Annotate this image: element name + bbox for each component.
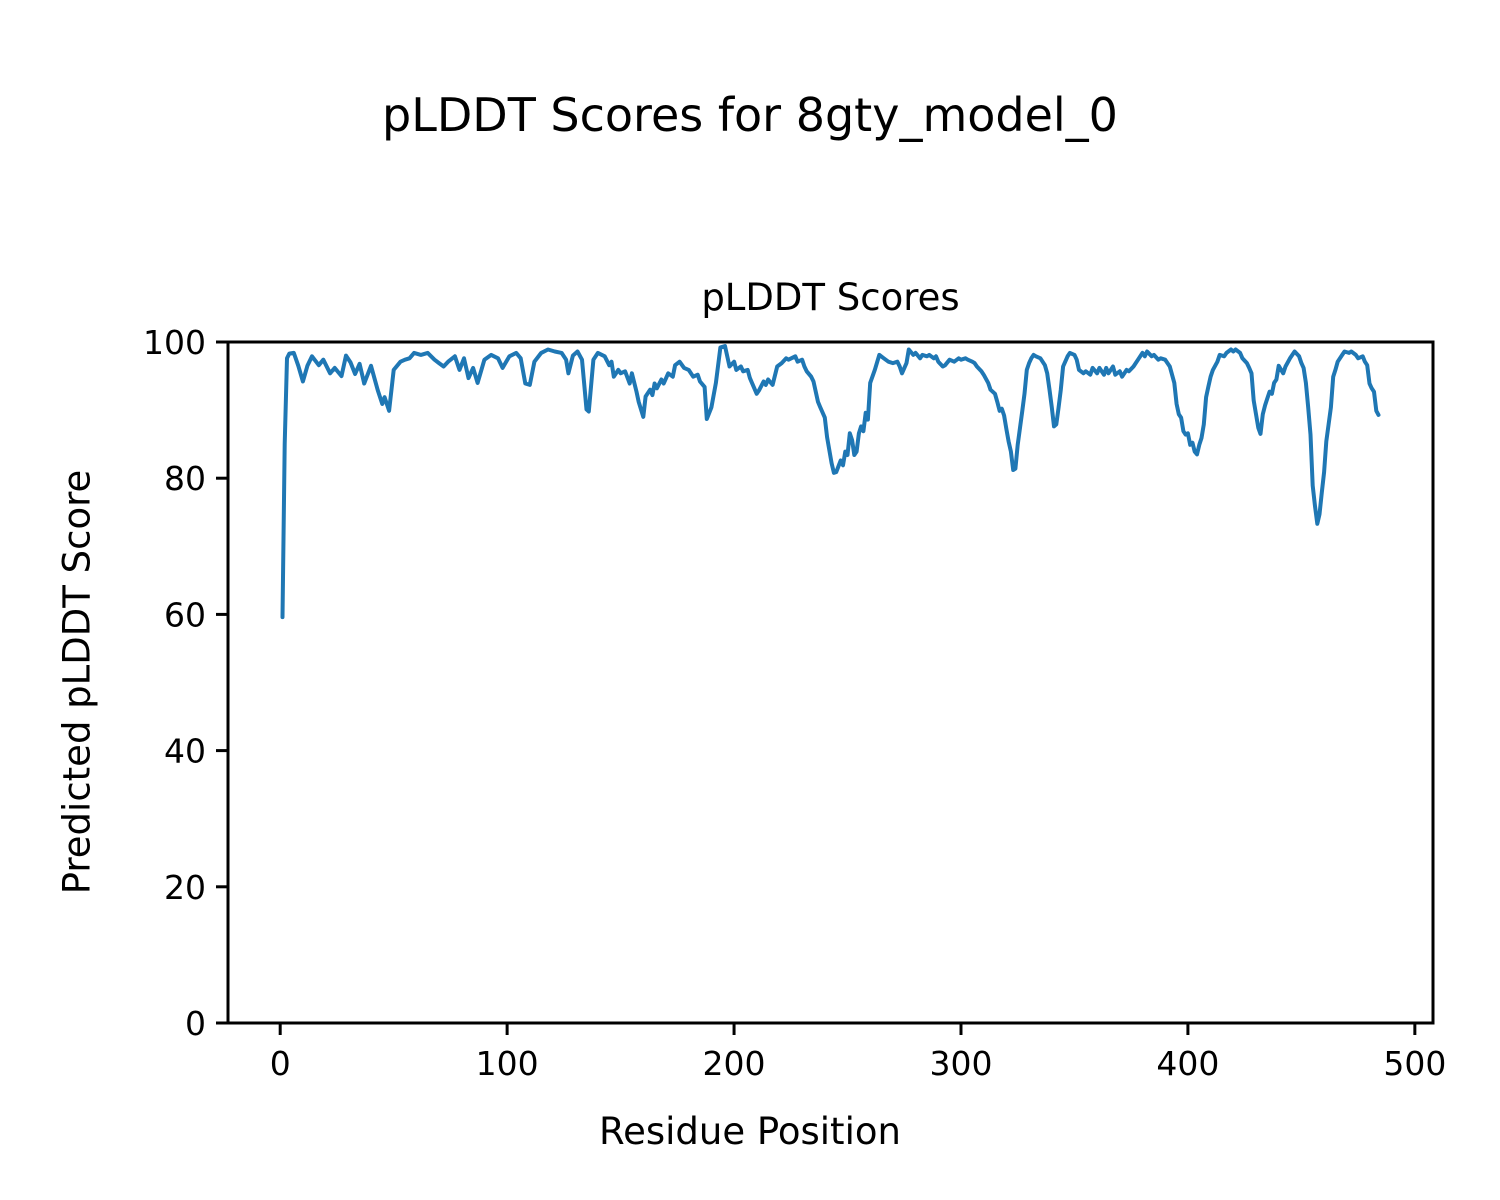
- x-tick-label: 0: [270, 1044, 291, 1083]
- axes-frame: [226, 340, 1435, 1025]
- y-tick-label: 80: [164, 459, 206, 498]
- y-tick-label: 100: [143, 323, 206, 362]
- x-tick-label: 500: [1383, 1044, 1446, 1083]
- y-tick-label: 20: [164, 868, 206, 907]
- x-tick-label: 400: [1156, 1044, 1219, 1083]
- axes-title: pLDDT Scores: [701, 276, 960, 319]
- y-tick-label: 0: [185, 1004, 206, 1043]
- x-axis-ticks: [278, 1023, 1417, 1035]
- x-axis-tick-labels: 0 100 200 300 400 500: [270, 1044, 1447, 1083]
- x-tick-label: 200: [703, 1044, 766, 1083]
- x-tick-label: 100: [476, 1044, 539, 1083]
- y-tick-label: 60: [164, 595, 206, 634]
- y-tick-label: 40: [164, 732, 206, 771]
- y-axis-ticks: [216, 340, 228, 1025]
- x-axis-label: Residue Position: [599, 1110, 901, 1153]
- plddt-line: [280, 344, 1381, 620]
- x-tick-label: 300: [929, 1044, 992, 1083]
- figure-title: pLDDT Scores for 8gty_model_0: [382, 88, 1118, 142]
- y-axis-tick-labels: 0 20 40 60 80 100: [143, 323, 206, 1043]
